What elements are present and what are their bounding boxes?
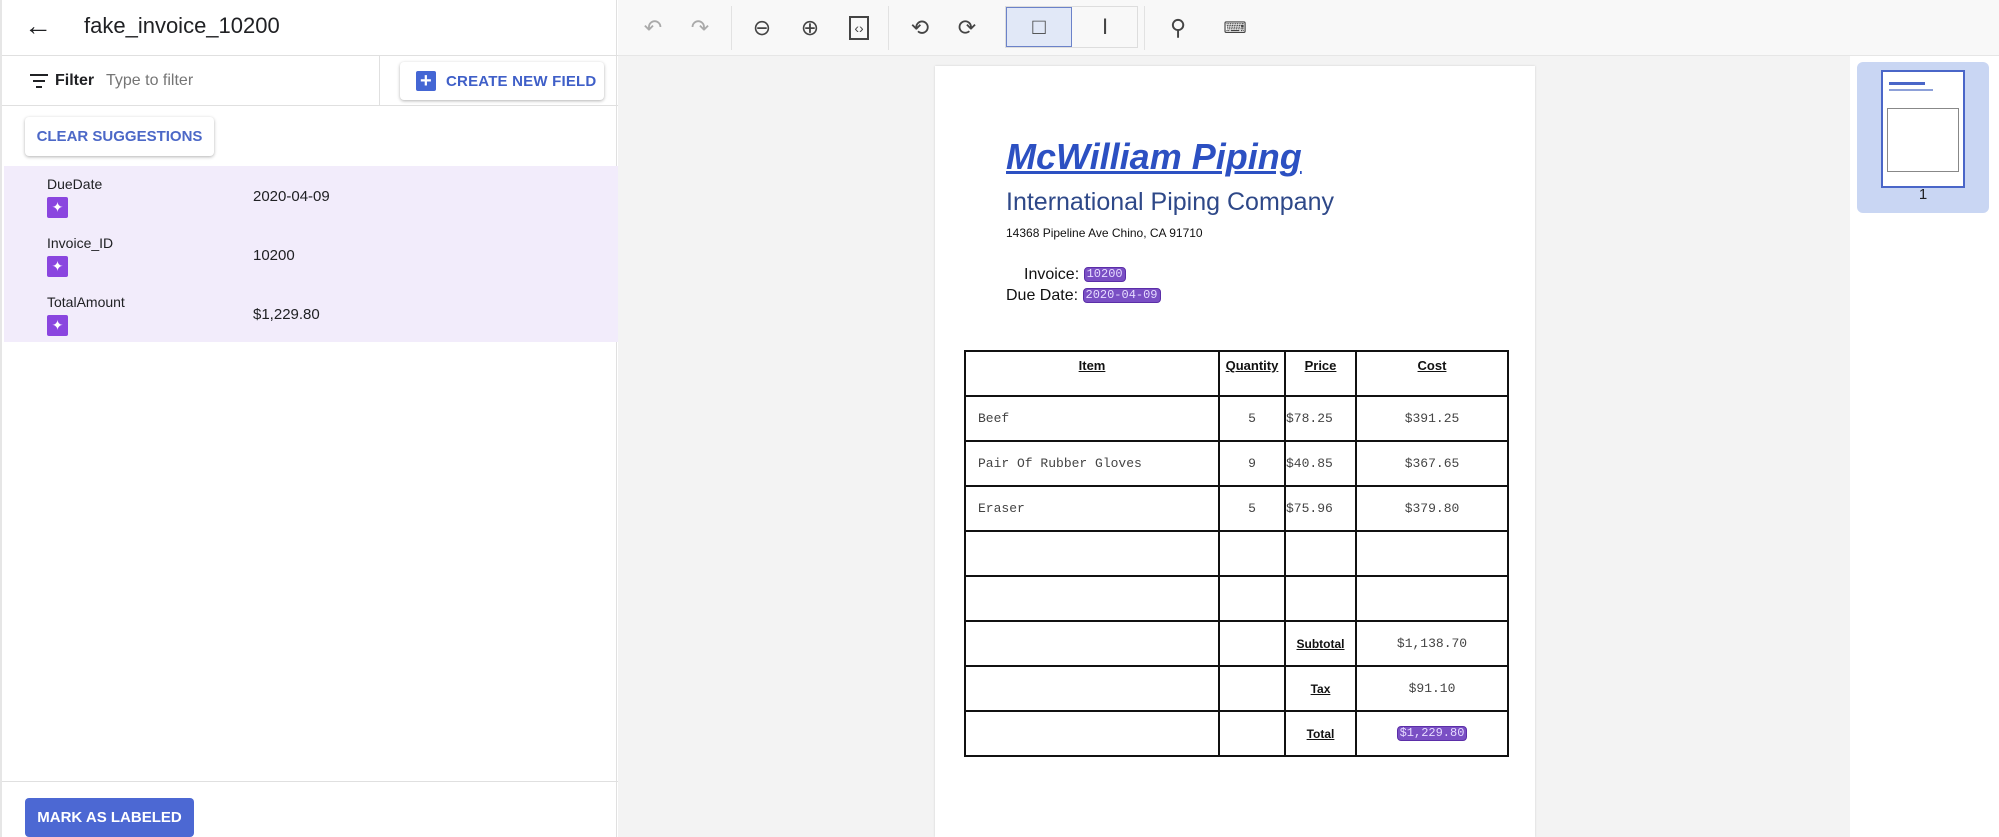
tax-value: $91.10 bbox=[1355, 665, 1509, 712]
due-date-label: Due Date: bbox=[1006, 287, 1079, 304]
cell-quantity: 9 bbox=[1218, 440, 1286, 487]
mark-as-labeled-button[interactable]: MARK AS LABELED bbox=[25, 798, 194, 837]
undo-icon[interactable]: ↶ bbox=[643, 15, 663, 40]
invoice-table: Item Quantity Price Cost Beef 5 $78.25 $… bbox=[964, 350, 1509, 757]
filter-bar: Filter + CREATE NEW FIELD bbox=[2, 56, 619, 106]
field-list: DueDate ✦ 2020-04-09 Invoice_ID ✦ 10200 … bbox=[4, 166, 618, 342]
cell-item: Eraser bbox=[964, 485, 1220, 532]
fit-icon[interactable]: ‹› bbox=[839, 8, 879, 48]
header-cost: Cost bbox=[1355, 350, 1509, 397]
clear-suggestions-button[interactable]: CLEAR SUGGESTIONS bbox=[25, 117, 214, 156]
header-item: Item bbox=[964, 350, 1220, 397]
page-thumbnail[interactable]: 1 bbox=[1857, 62, 1989, 213]
due-date-line: Due Date: 2020-04-09 bbox=[1006, 287, 1161, 305]
cell-quantity: 5 bbox=[1218, 485, 1286, 532]
due-date-highlight[interactable]: 2020-04-09 bbox=[1082, 288, 1161, 304]
company-name: McWilliam Piping bbox=[1006, 136, 1302, 177]
field-value: $1,229.80 bbox=[253, 306, 320, 323]
field-value: 10200 bbox=[253, 247, 295, 264]
cell-price: $40.85 bbox=[1284, 440, 1357, 487]
mode-toggle-group: □ I bbox=[1005, 6, 1138, 48]
filter-icon bbox=[30, 74, 48, 88]
divider bbox=[379, 56, 380, 106]
table-header: Item Quantity Price Cost bbox=[964, 350, 1509, 397]
cell-cost: $379.80 bbox=[1355, 485, 1509, 532]
table-row-empty bbox=[964, 530, 1509, 577]
subtotal-value: $1,138.70 bbox=[1355, 620, 1509, 667]
cell-price: $75.96 bbox=[1284, 485, 1357, 532]
filter-input[interactable] bbox=[106, 68, 366, 94]
field-value: 2020-04-09 bbox=[253, 188, 330, 205]
invoice-id-highlight[interactable]: 10200 bbox=[1083, 267, 1126, 283]
zoom-in-icon[interactable]: ⊕ bbox=[800, 15, 820, 40]
invoice-line: Invoice: 10200 bbox=[1024, 266, 1126, 284]
document-page: McWilliam Piping International Piping Co… bbox=[935, 66, 1535, 837]
thumbnail-page-number: 1 bbox=[1918, 186, 1928, 203]
total-amount-highlight[interactable]: $1,229.80 bbox=[1396, 726, 1468, 742]
company-address: 14368 Pipeline Ave Chino, CA 91710 bbox=[1006, 226, 1203, 240]
sparkle-icon: ✦ bbox=[47, 315, 68, 336]
divider bbox=[731, 6, 732, 50]
tax-label: Tax bbox=[1284, 665, 1357, 712]
header-quantity: Quantity bbox=[1218, 350, 1286, 397]
cell-cost: $367.65 bbox=[1355, 440, 1509, 487]
thumbnail-image bbox=[1881, 70, 1965, 188]
cell-item: Beef bbox=[964, 395, 1220, 442]
total-label: Total bbox=[1284, 710, 1357, 757]
subtotal-label: Subtotal bbox=[1284, 620, 1357, 667]
rotate-left-icon[interactable]: ⟲ bbox=[910, 15, 930, 40]
cell-cost: $391.25 bbox=[1355, 395, 1509, 442]
divider bbox=[888, 6, 889, 50]
fields-panel: ← fake_invoice_10200 Filter + CREATE NEW… bbox=[0, 0, 619, 837]
divider bbox=[1144, 6, 1145, 50]
subtotal-row: Subtotal $1,138.70 bbox=[964, 620, 1509, 667]
field-row-duedate[interactable]: DueDate ✦ 2020-04-09 bbox=[4, 166, 618, 225]
document-title: fake_invoice_10200 bbox=[84, 13, 280, 38]
table-row: Pair Of Rubber Gloves 9 $40.85 $367.65 bbox=[964, 440, 1509, 487]
cell-quantity: 5 bbox=[1218, 395, 1286, 442]
header-price: Price bbox=[1284, 350, 1357, 397]
create-new-field-button[interactable]: + CREATE NEW FIELD bbox=[400, 62, 604, 100]
redo-icon[interactable]: ↷ bbox=[690, 15, 710, 40]
filter-label: Filter bbox=[55, 72, 95, 89]
bounding-box-icon[interactable]: □ bbox=[1006, 7, 1072, 47]
table-row-empty bbox=[964, 575, 1509, 622]
viewer-toolbar: ↶ ↷ ⊖ ⊕ ‹› ⟲ ⟳ □ I ⚲ ⌨ bbox=[618, 0, 1999, 56]
back-arrow-icon[interactable]: ← bbox=[24, 10, 52, 41]
rotate-right-icon[interactable]: ⟳ bbox=[957, 15, 977, 40]
table-row: Eraser 5 $75.96 $379.80 bbox=[964, 485, 1509, 532]
tax-row: Tax $91.10 bbox=[964, 665, 1509, 712]
invoice-label: Invoice: bbox=[1024, 266, 1080, 283]
keyboard-icon[interactable]: ⌨ bbox=[1223, 20, 1247, 37]
create-new-field-label: CREATE NEW FIELD bbox=[446, 72, 597, 90]
field-label: TotalAmount bbox=[47, 294, 125, 310]
search-icon[interactable]: ⚲ bbox=[1169, 15, 1187, 40]
zoom-out-icon[interactable]: ⊖ bbox=[752, 15, 772, 40]
cell-price: $78.25 bbox=[1284, 395, 1357, 442]
sparkle-icon: ✦ bbox=[47, 256, 68, 277]
plus-icon: + bbox=[416, 71, 436, 91]
field-row-invoice-id[interactable]: Invoice_ID ✦ 10200 bbox=[4, 225, 618, 284]
cell-item: Pair Of Rubber Gloves bbox=[964, 440, 1220, 487]
panel-header: ← fake_invoice_10200 bbox=[2, 0, 619, 56]
text-select-icon[interactable]: I bbox=[1101, 14, 1109, 39]
field-label: DueDate bbox=[47, 176, 103, 192]
table-row: Beef 5 $78.25 $391.25 bbox=[964, 395, 1509, 442]
field-label: Invoice_ID bbox=[47, 235, 114, 251]
total-cell: $1,229.80 bbox=[1355, 710, 1509, 757]
divider bbox=[2, 781, 619, 782]
total-row: Total $1,229.80 bbox=[964, 710, 1509, 757]
field-row-totalamount[interactable]: TotalAmount ✦ $1,229.80 bbox=[4, 284, 618, 343]
company-subtitle: International Piping Company bbox=[1006, 188, 1334, 216]
sparkle-icon: ✦ bbox=[47, 197, 68, 218]
